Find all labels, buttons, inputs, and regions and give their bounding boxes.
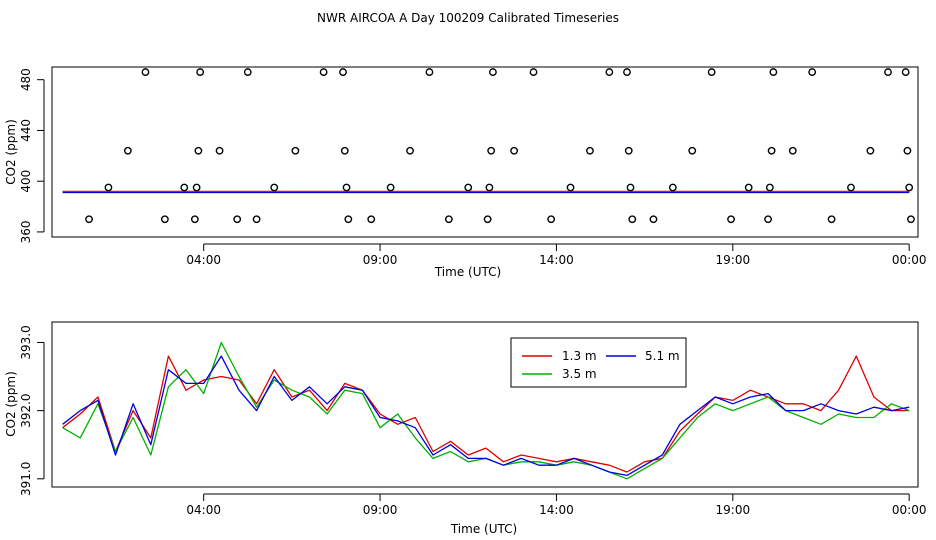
calibration-point-40 xyxy=(628,215,637,224)
calibration-point-4 xyxy=(160,215,169,224)
calibration-point-8 xyxy=(194,146,203,155)
calibration-x-tick-label-00-00: 00:00 xyxy=(892,253,927,267)
calibration-point-28 xyxy=(485,183,494,192)
calibration-point-45 xyxy=(727,215,735,224)
timeseries-x-tick-label-09-00: 09:00 xyxy=(363,503,398,517)
timeseries-series-5-1-m xyxy=(62,355,910,477)
calibration-point-0 xyxy=(85,215,93,224)
calibration-y-tick-label-440: 440 xyxy=(19,119,33,142)
calibration-point-38 xyxy=(624,146,633,155)
calibration-x-tick-label-09-00: 09:00 xyxy=(363,253,398,267)
timeseries-plot-frame xyxy=(51,321,919,488)
timeseries-y-axis-label: CO2 (ppm) xyxy=(4,371,18,437)
calibration-point-42 xyxy=(668,183,677,192)
calibration-point-56 xyxy=(884,68,892,76)
calibration-point-34 xyxy=(566,183,575,192)
timeseries-x-tick-label-19-00: 19:00 xyxy=(716,503,751,517)
calibration-y-tick-label-400: 400 xyxy=(19,170,33,193)
timeseries-x-tick-label-14-00: 14:00 xyxy=(539,503,574,517)
calibration-point-12 xyxy=(243,68,252,76)
calibration-point-19 xyxy=(342,183,351,192)
calibration-point-3 xyxy=(141,68,150,76)
calibration-point-36 xyxy=(605,68,614,76)
calibration-point-11 xyxy=(233,215,242,224)
calibration-point-31 xyxy=(510,146,519,155)
calibration-point-6 xyxy=(190,215,199,224)
legend-label-1-3m: 1.3 m xyxy=(562,349,597,363)
calibration-plot-frame xyxy=(51,66,919,238)
calibration-point-13 xyxy=(252,215,261,224)
calibration-point-52 xyxy=(808,68,817,76)
calibration-point-44 xyxy=(707,68,716,76)
calibration-point-29 xyxy=(487,146,496,155)
calibration-point-16 xyxy=(319,68,328,76)
timeseries-panel: 04:00 09:00 14:00 19:00 00:00 391.0 392.0 393.0… xyxy=(4,321,927,536)
calibration-y-axis-label: CO2 (ppm) xyxy=(4,119,18,185)
calibration-point-9 xyxy=(196,68,205,76)
calibration-point-1 xyxy=(104,183,113,192)
calibration-point-39 xyxy=(626,183,635,192)
timeseries-y-tick-label-391-0: 391.0 xyxy=(19,462,33,496)
timeseries-y-tick-label-393-0: 393.0 xyxy=(19,325,33,359)
calibration-point-37 xyxy=(623,68,631,76)
calibration-point-57 xyxy=(901,68,910,76)
calibration-point-23 xyxy=(406,146,414,155)
calibration-point-32 xyxy=(529,68,538,76)
calibration-point-60 xyxy=(907,215,915,224)
calibration-point-26 xyxy=(464,183,473,192)
calibration-point-5 xyxy=(180,183,189,192)
calibration-point-17 xyxy=(339,68,347,76)
calibration-point-22 xyxy=(386,183,395,192)
calibration-point-18 xyxy=(340,146,349,155)
calibration-point-48 xyxy=(765,183,774,192)
calibration-y-tick-label-480: 480 xyxy=(19,68,33,91)
calibration-point-49 xyxy=(767,146,776,155)
calibration-x-tick-label-19-00: 19:00 xyxy=(716,253,751,267)
calibration-point-46 xyxy=(744,183,753,192)
calibration-point-47 xyxy=(764,215,772,224)
calibration-point-20 xyxy=(344,215,353,224)
calibration-point-35 xyxy=(586,146,594,155)
calibration-point-55 xyxy=(866,146,875,155)
calibration-point-25 xyxy=(444,215,453,224)
timeseries-x-tick-label-00-00: 00:00 xyxy=(892,503,927,517)
timeseries-x-axis-label: Time (UTC) xyxy=(450,522,517,536)
calibration-point-27 xyxy=(483,215,492,224)
timeseries-x-tick-label-04-00: 04:00 xyxy=(186,503,221,517)
calibration-panel: 04:00 09:00 14:00 19:00 00:00 360 400 440 480 Ti… xyxy=(4,66,927,279)
calibration-point-10 xyxy=(215,146,224,155)
calibration-point-2 xyxy=(123,146,132,155)
legend-box xyxy=(510,337,687,388)
calibration-point-53 xyxy=(827,215,836,224)
calibration-y-tick-label-360: 360 xyxy=(19,220,33,243)
figure-title: NWR AIRCOA A Day 100209 Calibrated Times… xyxy=(317,11,619,25)
legend: 1.3 m 3.5 m 5.1 m xyxy=(510,337,687,388)
calibration-point-7 xyxy=(192,183,201,192)
calibration-point-21 xyxy=(367,215,376,224)
calibration-point-43 xyxy=(688,146,697,155)
legend-label-3-5m: 3.5 m xyxy=(562,367,597,381)
calibration-point-24 xyxy=(425,68,434,76)
calibration-x-axis-label: Time (UTC) xyxy=(434,265,501,279)
calibration-point-15 xyxy=(291,146,300,155)
calibration-point-54 xyxy=(847,183,855,192)
calibration-point-33 xyxy=(547,215,556,224)
calibration-point-59 xyxy=(905,183,914,192)
calibration-point-30 xyxy=(489,68,497,76)
calibration-point-14 xyxy=(270,183,279,192)
calibration-point-50 xyxy=(769,68,778,76)
calibration-x-tick-label-14-00: 14:00 xyxy=(539,253,574,267)
calibration-point-41 xyxy=(649,215,658,224)
calibration-point-51 xyxy=(788,146,797,155)
timeseries-y-tick-label-392-0: 392.0 xyxy=(19,393,33,427)
legend-label-5-1m: 5.1 m xyxy=(645,349,680,363)
calibration-x-tick-label-04-00: 04:00 xyxy=(186,253,221,267)
calibration-point-58 xyxy=(903,146,912,155)
